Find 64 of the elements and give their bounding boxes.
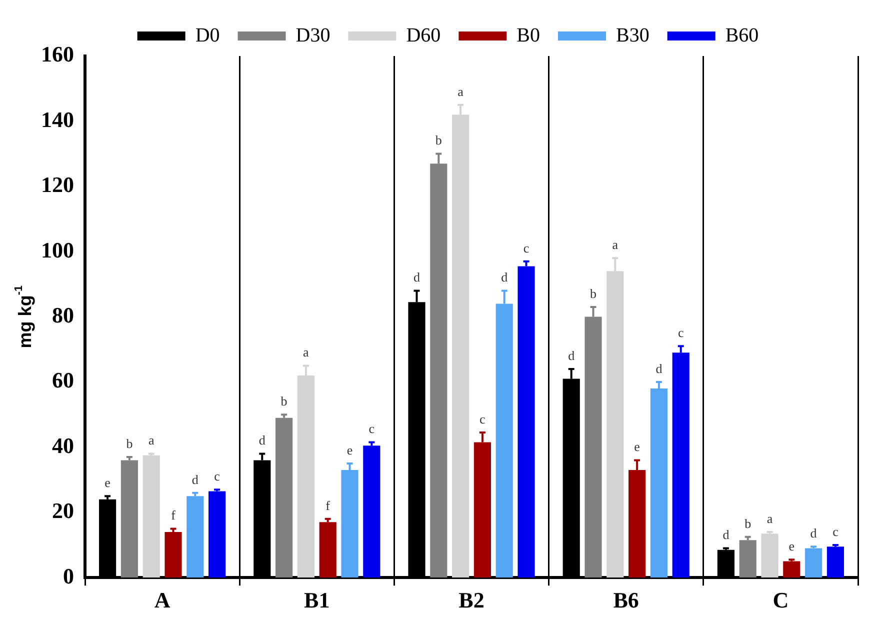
data-label: d — [568, 348, 576, 363]
data-label: f — [171, 508, 176, 523]
x-tick-label: A — [154, 587, 170, 612]
bar — [805, 548, 822, 578]
data-label: e — [104, 475, 111, 490]
bar — [120, 460, 138, 578]
legend-label: B0 — [516, 24, 540, 46]
y-tick-label: 120 — [41, 172, 74, 198]
data-label: d — [501, 270, 508, 285]
data-label: d — [192, 472, 199, 487]
bar — [164, 532, 182, 578]
bar — [783, 561, 800, 578]
bar — [142, 455, 160, 578]
y-tick-label: 80 — [52, 302, 74, 328]
data-label: c — [832, 524, 839, 539]
x-tick-label: C — [772, 587, 789, 612]
data-label: e — [788, 538, 795, 554]
bar — [826, 546, 844, 578]
y-tick-label: 0 — [63, 563, 74, 588]
x-tick-label: B6 — [613, 587, 639, 612]
data-label: a — [458, 84, 464, 99]
data-label: a — [148, 432, 154, 448]
data-label: d — [413, 270, 420, 285]
data-label: a — [766, 510, 773, 526]
bar — [276, 418, 293, 578]
bar — [363, 446, 380, 578]
x-tick-label: B1 — [304, 587, 330, 612]
y-tick-label: 160 — [41, 42, 74, 67]
y-tick-label: 60 — [52, 368, 74, 393]
bar — [319, 522, 336, 578]
bar — [761, 534, 778, 578]
data-label: c — [214, 468, 220, 484]
data-label: c — [368, 421, 375, 436]
data-label: a — [612, 237, 618, 252]
data-label: d — [656, 360, 663, 376]
data-label: c — [480, 411, 486, 426]
legend-label: B30 — [616, 24, 650, 46]
data-label: f — [326, 498, 331, 513]
y-tick-label: 140 — [41, 106, 74, 132]
y-tick-label: 20 — [52, 498, 74, 524]
legend-label: D30 — [296, 24, 330, 46]
y-tick-label: 40 — [52, 432, 74, 458]
legend-label: D0 — [195, 24, 220, 46]
data-label: b — [126, 436, 133, 451]
data-label: c — [523, 240, 530, 256]
data-label: e — [346, 442, 353, 458]
data-label: e — [634, 439, 640, 454]
bar — [208, 491, 226, 578]
data-label: b — [590, 286, 596, 301]
bar — [739, 540, 756, 578]
y-axis-title: mg kg-1 — [13, 285, 35, 348]
y-tick-label: 100 — [41, 237, 74, 262]
data-label: d — [722, 527, 730, 542]
legend-label: D60 — [406, 24, 441, 46]
bar — [186, 496, 204, 578]
data-label: a — [303, 344, 310, 360]
legend-label: B60 — [725, 24, 759, 46]
x-tick-label: B2 — [458, 587, 484, 612]
data-label: b — [435, 132, 442, 148]
data-label: b — [280, 394, 288, 409]
data-label: c — [678, 325, 684, 340]
data-label: d — [810, 526, 818, 541]
data-label: d — [258, 432, 266, 448]
data-label: b — [744, 516, 752, 531]
